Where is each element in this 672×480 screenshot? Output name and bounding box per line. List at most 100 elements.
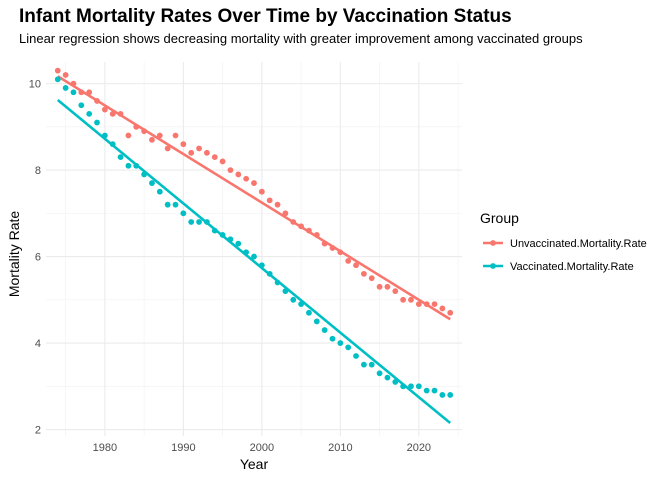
data-point-unvaccinated xyxy=(306,227,312,234)
data-point-unvaccinated xyxy=(392,288,399,295)
plot-area xyxy=(46,62,462,436)
data-point-vaccinated xyxy=(360,361,367,368)
legend-key-point xyxy=(490,240,496,246)
data-point-vaccinated xyxy=(258,262,265,269)
data-point-vaccinated xyxy=(54,76,61,83)
x-tick-label: 2010 xyxy=(328,442,352,454)
y-tick-label: 6 xyxy=(35,252,41,264)
y-axis-ticks: 2 4 6 8 10 xyxy=(29,79,41,437)
regression-line-unvaccinated xyxy=(57,75,451,321)
data-point-vaccinated xyxy=(415,383,422,390)
data-point-unvaccinated xyxy=(141,128,148,135)
y-tick-label: 4 xyxy=(35,338,41,350)
data-point-vaccinated xyxy=(78,102,85,109)
grid-minor xyxy=(46,62,462,436)
data-point-unvaccinated xyxy=(400,296,407,303)
data-point-vaccinated xyxy=(109,141,116,148)
y-tick-label: 8 xyxy=(35,165,41,177)
legend-item: Vaccinated.Mortality.Rate xyxy=(483,261,634,273)
data-point-unvaccinated xyxy=(321,240,328,247)
data-point-vaccinated xyxy=(180,210,187,217)
data-point-unvaccinated xyxy=(94,98,100,104)
data-point-unvaccinated xyxy=(125,132,132,139)
data-point-vaccinated xyxy=(439,392,446,398)
data-point-unvaccinated xyxy=(164,145,171,152)
data-point-vaccinated xyxy=(70,89,77,96)
data-point-vaccinated xyxy=(266,270,273,277)
data-point-unvaccinated xyxy=(290,219,297,225)
y-axis-title: Mortality Rate xyxy=(6,211,22,298)
legend-label: Vaccinated.Mortality.Rate xyxy=(510,261,634,273)
legend-label: Unvaccinated.Mortality.Rate xyxy=(510,238,647,250)
data-point-vaccinated xyxy=(400,383,407,390)
data-point-unvaccinated xyxy=(345,257,352,264)
data-point-unvaccinated xyxy=(86,89,93,96)
data-point-unvaccinated xyxy=(156,132,163,139)
data-point-vaccinated xyxy=(251,253,257,260)
data-point-vaccinated xyxy=(149,180,155,186)
data-point-vaccinated xyxy=(345,344,352,351)
data-point-vaccinated xyxy=(408,383,414,390)
data-point-unvaccinated xyxy=(54,67,61,74)
data-point-vaccinated xyxy=(86,110,93,117)
y-tick-label: 2 xyxy=(35,425,41,437)
regression-lines xyxy=(56,75,452,425)
data-point-vaccinated xyxy=(306,309,312,316)
legend-title: Group xyxy=(480,210,519,226)
data-point-vaccinated xyxy=(337,340,344,346)
chart-title: Infant Mortality Rates Over Time by Vacc… xyxy=(19,6,512,27)
data-point-unvaccinated xyxy=(204,149,210,156)
data-point-unvaccinated xyxy=(353,262,359,269)
x-tick-label: 2020 xyxy=(407,442,431,454)
data-point-vaccinated xyxy=(368,361,375,368)
data-point-unvaccinated xyxy=(337,249,344,256)
data-point-unvaccinated xyxy=(188,149,195,156)
data-point-unvaccinated xyxy=(282,210,289,217)
y-tick-label: 10 xyxy=(29,79,41,91)
data-point-vaccinated xyxy=(329,335,336,342)
data-point-unvaccinated xyxy=(117,110,124,117)
legend-items: Unvaccinated.Mortality.Rate Vaccinated.Mo… xyxy=(483,238,647,273)
data-point-vaccinated xyxy=(384,374,391,381)
data-point-vaccinated xyxy=(235,240,242,247)
legend: Group Unvaccinated.Mortality.Rate Vaccina… xyxy=(480,210,647,273)
data-point-unvaccinated xyxy=(70,80,77,87)
data-point-vaccinated xyxy=(211,227,218,234)
data-point-vaccinated xyxy=(423,387,430,394)
data-point-unvaccinated xyxy=(196,145,202,152)
data-point-vaccinated xyxy=(227,236,234,243)
data-point-vaccinated xyxy=(172,201,179,208)
data-point-vaccinated xyxy=(298,301,304,308)
data-point-unvaccinated xyxy=(109,110,116,117)
data-point-vaccinated xyxy=(125,162,132,169)
legend-key-point xyxy=(490,263,496,269)
data-point-vaccinated xyxy=(447,392,454,398)
data-point-unvaccinated xyxy=(274,201,281,208)
data-point-unvaccinated xyxy=(258,188,265,195)
data-point-unvaccinated xyxy=(149,136,155,143)
data-point-unvaccinated xyxy=(439,305,446,312)
data-point-unvaccinated xyxy=(266,197,273,204)
x-tick-label: 1990 xyxy=(171,442,195,454)
data-point-vaccinated xyxy=(392,379,399,385)
data-point-unvaccinated xyxy=(423,301,430,308)
x-tick-label: 2000 xyxy=(250,442,274,454)
regression-line-vaccinated xyxy=(56,99,452,425)
data-point-unvaccinated xyxy=(219,158,226,165)
data-point-unvaccinated xyxy=(227,167,234,173)
x-axis-title: Year xyxy=(240,456,269,472)
data-point-unvaccinated xyxy=(133,123,140,130)
data-point-vaccinated xyxy=(313,318,320,325)
data-point-vaccinated xyxy=(274,279,281,286)
data-point-vaccinated xyxy=(204,219,210,225)
data-point-unvaccinated xyxy=(101,106,108,113)
data-point-vaccinated xyxy=(290,296,297,303)
data-point-vaccinated xyxy=(156,188,163,195)
data-point-vaccinated xyxy=(141,171,148,178)
legend-item: Unvaccinated.Mortality.Rate xyxy=(483,238,647,250)
data-point-unvaccinated xyxy=(251,180,257,186)
data-point-unvaccinated xyxy=(298,223,304,230)
data-point-vaccinated xyxy=(196,219,202,225)
data-point-unvaccinated xyxy=(376,283,383,290)
